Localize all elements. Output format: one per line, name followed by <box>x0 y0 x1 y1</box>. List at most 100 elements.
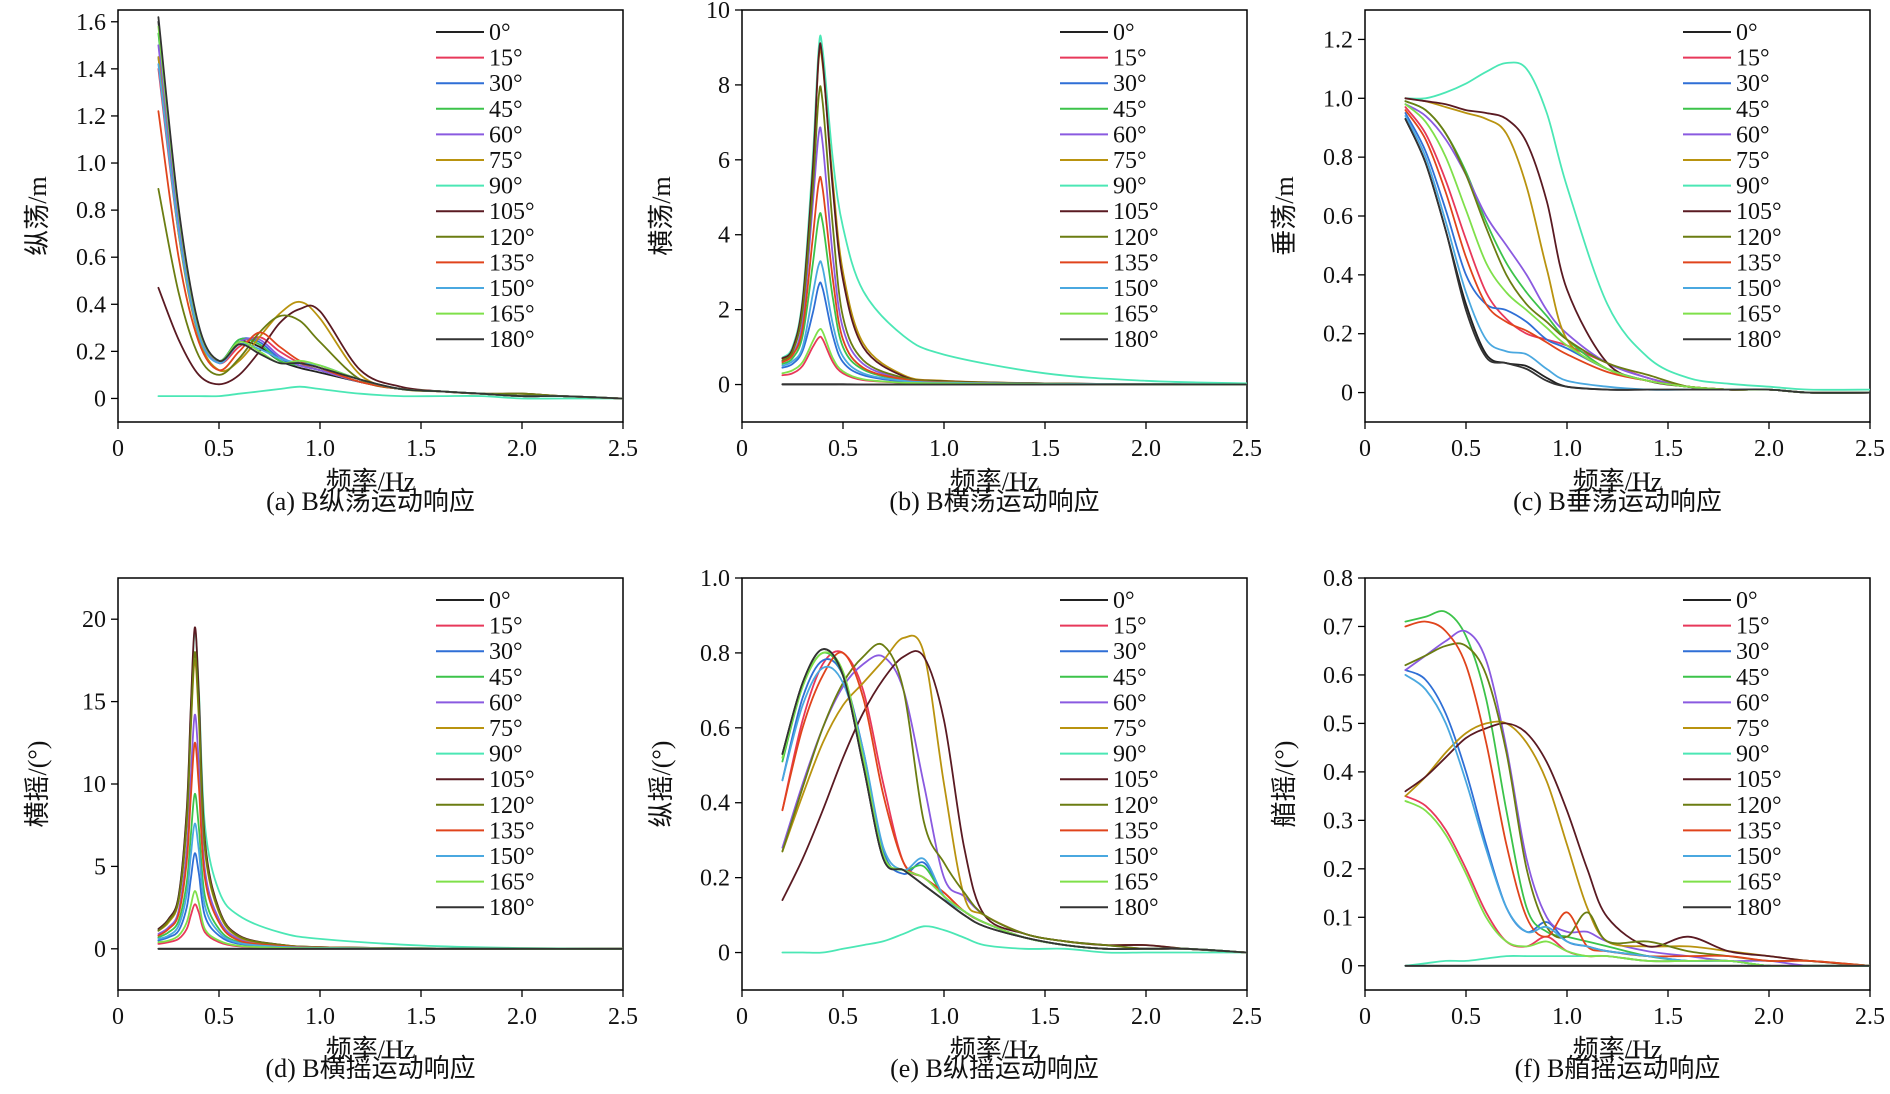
chart-caption: (d) B横摇运动响应 <box>265 1054 475 1083</box>
series-group <box>1404 61 1870 394</box>
series-line-135deg <box>157 741 623 950</box>
x-tick-label: 2.5 <box>1232 1004 1262 1030</box>
legend-label: 15° <box>1736 614 1770 640</box>
y-tick-label: 0.8 <box>700 641 730 667</box>
y-tick-label: 0 <box>94 937 106 963</box>
series-line-45deg <box>1404 100 1870 394</box>
legend-label: 15° <box>489 614 523 640</box>
chart-caption: (c) B垂荡运动响应 <box>1513 487 1722 516</box>
y-tick-label: 0 <box>718 373 730 399</box>
y-tick-label: 1.4 <box>76 57 106 83</box>
x-tick-label: 1.0 <box>305 436 335 462</box>
series-line-90deg <box>781 34 1247 385</box>
legend-label: 90° <box>489 742 523 768</box>
legend-label: 180° <box>1736 327 1782 353</box>
series-group <box>157 626 623 950</box>
y-axis-label: 艏摇/(°) <box>1270 741 1299 828</box>
series-line-30deg <box>1404 669 1870 968</box>
legend-label: 180° <box>1113 895 1159 921</box>
legend-label: 75° <box>1113 716 1147 742</box>
x-axis-label: 频率/Hz <box>1573 1035 1663 1064</box>
series-group <box>781 634 1247 954</box>
legend-label: 105° <box>1113 199 1159 225</box>
legend-label: 30° <box>1113 639 1147 665</box>
legend-label: 45° <box>1736 97 1770 123</box>
x-tick-label: 1.5 <box>406 1004 436 1030</box>
legend-label: 105° <box>1736 199 1782 225</box>
legend-label: 0° <box>1113 20 1135 46</box>
series-line-15deg <box>157 68 623 400</box>
series-line-45deg <box>157 32 623 400</box>
legend-label: 150° <box>489 844 535 870</box>
series-group <box>781 34 1247 386</box>
x-tick-label: 2.0 <box>1754 436 1784 462</box>
y-tick-label: 10 <box>82 772 106 798</box>
series-line-75deg <box>1404 720 1870 967</box>
legend-label: 165° <box>489 870 535 896</box>
y-tick-label: 0 <box>718 941 730 967</box>
y-tick-label: 0 <box>1341 954 1353 980</box>
series-line-120deg <box>157 651 623 950</box>
series-line-75deg <box>781 634 1247 954</box>
series-line-150deg <box>157 63 623 400</box>
legend-label: 150° <box>1113 844 1159 870</box>
legend-label: 135° <box>1113 250 1159 276</box>
x-axis-label: 频率/Hz <box>326 1035 416 1064</box>
y-tick-label: 0.1 <box>1323 905 1353 931</box>
x-tick-label: 0.5 <box>828 1004 858 1030</box>
y-tick-label: 0.8 <box>1323 145 1353 171</box>
legend-label: 135° <box>489 818 535 844</box>
legend-label: 45° <box>1736 665 1770 691</box>
series-line-90deg <box>157 385 623 400</box>
x-tick-label: 0.5 <box>1451 436 1481 462</box>
legend-label: 60° <box>1736 690 1770 716</box>
plot-frame <box>117 9 624 423</box>
series-line-60deg <box>157 713 623 950</box>
legend-label: 105° <box>1736 767 1782 793</box>
y-tick-label: 0.3 <box>1323 808 1353 834</box>
series-line-165deg <box>1404 800 1870 968</box>
legend-label: 165° <box>1113 870 1159 896</box>
x-tick-label: 1.0 <box>929 1004 959 1030</box>
y-tick-label: 0.6 <box>700 716 730 742</box>
legend-label: 180° <box>489 327 535 353</box>
y-tick-label: 0.4 <box>76 292 106 318</box>
legend-label: 180° <box>489 895 535 921</box>
x-tick-label: 1.0 <box>1552 436 1582 462</box>
legend-label: 90° <box>1113 742 1147 768</box>
legend-label: 165° <box>489 302 535 328</box>
series-line-60deg <box>157 44 623 400</box>
y-tick-label: 0.6 <box>1323 663 1353 689</box>
x-tick-label: 0.5 <box>1451 1004 1481 1030</box>
series-line-135deg <box>1404 620 1870 967</box>
legend: 0°15°30°45°60°75°90°105°120°135°150°165°… <box>436 588 535 921</box>
legend-label: 135° <box>1736 818 1782 844</box>
series-line-120deg <box>781 643 1247 954</box>
legend-label: 105° <box>489 199 535 225</box>
series-line-105deg <box>157 286 623 400</box>
series-line-180deg <box>157 16 623 400</box>
legend-label: 75° <box>1736 148 1770 174</box>
legend: 0°15°30°45°60°75°90°105°120°135°150°165°… <box>1683 588 1782 921</box>
y-tick-label: 1.2 <box>1323 27 1353 53</box>
legend-label: 105° <box>489 767 535 793</box>
y-tick-label: 0.2 <box>76 339 106 365</box>
series-line-120deg <box>781 85 1247 386</box>
legend-label: 15° <box>489 46 523 72</box>
y-tick-label: 5 <box>94 854 106 880</box>
legend-label: 75° <box>1113 148 1147 174</box>
plot-frame <box>741 9 1248 423</box>
y-tick-label: 0 <box>1341 381 1353 407</box>
legend-label: 30° <box>1736 71 1770 97</box>
y-tick-label: 1.0 <box>76 151 106 177</box>
legend-label: 60° <box>1113 122 1147 148</box>
legend-label: 0° <box>1113 588 1135 614</box>
chart-panel-4: 0 0.5 1.0 1.5 2.0 2.5 0 5 10 15 20 频率/Hz 横摇/(°) (d) B… <box>23 577 638 1083</box>
y-tick-label: 0.5 <box>1323 711 1353 737</box>
legend-label: 60° <box>489 690 523 716</box>
series-line-0deg <box>1404 118 1870 394</box>
series-line-135deg <box>1404 109 1870 394</box>
legend-label: 45° <box>489 97 523 123</box>
y-tick-label: 1.0 <box>700 566 730 592</box>
